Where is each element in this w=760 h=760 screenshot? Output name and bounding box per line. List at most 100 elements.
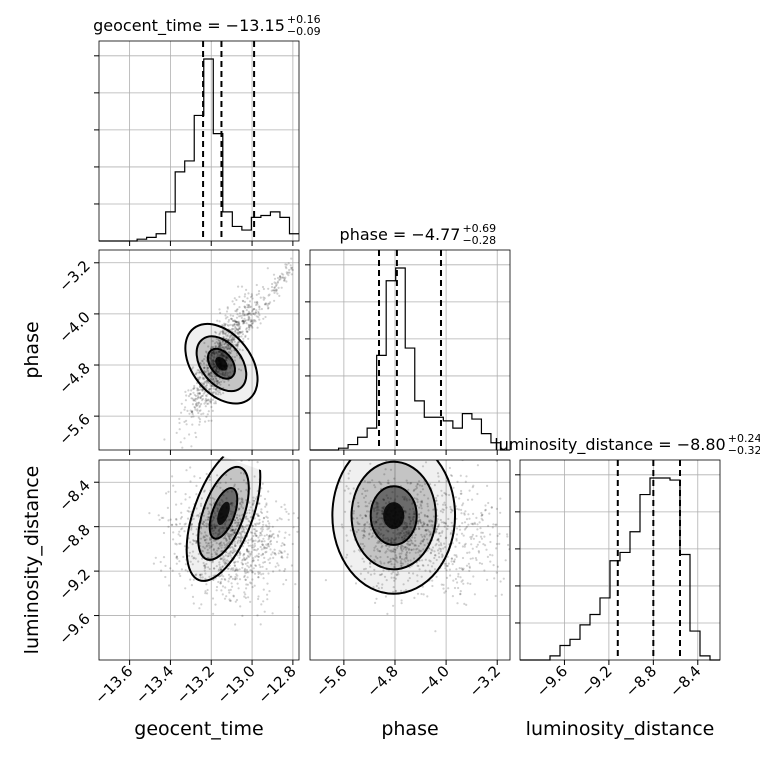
scatter-point xyxy=(215,589,218,592)
scatter-point xyxy=(465,518,469,521)
scatter-point xyxy=(213,523,216,526)
scatter-point xyxy=(403,537,406,540)
scatter-point xyxy=(263,497,267,501)
scatter-point xyxy=(387,482,390,485)
scatter-point xyxy=(228,537,231,541)
scatter-point xyxy=(450,508,453,511)
scatter-point xyxy=(421,559,424,562)
scatter-point xyxy=(175,518,178,521)
scatter-point xyxy=(417,527,421,530)
scatter-point xyxy=(283,543,286,546)
scatter-point xyxy=(390,563,393,566)
scatter-point xyxy=(259,565,262,569)
scatter-point xyxy=(247,319,250,322)
scatter-point xyxy=(230,529,233,532)
scatter-point xyxy=(255,309,258,312)
scatter-point xyxy=(206,551,209,555)
scatter-point xyxy=(271,525,274,528)
scatter-point xyxy=(217,339,221,342)
scatter-point xyxy=(184,522,187,525)
scatter-point xyxy=(266,593,269,596)
scatter-point xyxy=(517,551,519,553)
scatter-point xyxy=(159,560,162,564)
scatter-point xyxy=(184,406,187,409)
scatter-point xyxy=(224,372,227,375)
scatter-point xyxy=(199,573,202,576)
scatter-point xyxy=(344,510,347,513)
scatter-point xyxy=(218,320,221,323)
scatter-point xyxy=(399,555,402,559)
scatter-point xyxy=(224,322,227,326)
scatter-point xyxy=(267,535,270,538)
scatter-point xyxy=(455,537,458,541)
scatter-point xyxy=(192,387,195,390)
scatter-point xyxy=(207,373,211,376)
scatter-point xyxy=(195,493,198,496)
scatter-point xyxy=(234,309,237,313)
scatter-point xyxy=(224,527,228,530)
scatter-point xyxy=(406,540,410,543)
scatter-point xyxy=(275,500,278,503)
scatter-point xyxy=(261,482,264,485)
scatter-point xyxy=(220,544,223,547)
scatter-point xyxy=(207,366,210,369)
scatter-point xyxy=(180,411,183,414)
scatter-point xyxy=(210,346,213,349)
x-axis-label: luminosity_distance xyxy=(526,718,715,740)
scatter-point xyxy=(216,507,219,510)
histogram-step xyxy=(520,477,720,661)
scatter-point xyxy=(230,512,233,516)
scatter-point xyxy=(251,531,254,534)
scatter-point xyxy=(495,547,498,550)
scatter-point xyxy=(381,583,384,586)
scatter-point xyxy=(273,286,276,289)
scatter-point xyxy=(237,518,240,522)
scatter-point xyxy=(212,532,215,535)
scatter-point xyxy=(457,508,461,511)
scatter-point xyxy=(226,567,229,570)
scatter-point xyxy=(255,300,258,303)
scatter-point xyxy=(463,545,466,548)
scatter-point xyxy=(392,548,395,551)
scatter-point xyxy=(235,321,238,324)
scatter-point xyxy=(435,575,438,578)
scatter-point xyxy=(193,475,196,478)
scatter-point xyxy=(207,372,210,375)
scatter-point xyxy=(484,504,487,507)
scatter-point xyxy=(348,469,352,472)
scatter-point xyxy=(213,525,217,528)
scatter-point xyxy=(190,410,193,414)
scatter-point xyxy=(266,516,269,519)
scatter-point xyxy=(207,510,210,513)
scatter-point xyxy=(280,272,283,275)
y-tick-label: −9.2 xyxy=(55,565,93,603)
scatter-point xyxy=(216,553,219,556)
scatter-point xyxy=(169,567,172,570)
scatter-point xyxy=(180,511,183,514)
scatter-point xyxy=(221,372,224,375)
scatter-point xyxy=(227,357,230,360)
scatter-point xyxy=(348,500,351,503)
scatter-point xyxy=(479,535,483,538)
x-tick-label: −4.8 xyxy=(363,662,401,700)
scatter-point xyxy=(369,573,373,576)
scatter-point xyxy=(410,526,413,529)
scatter-point xyxy=(241,500,244,503)
scatter-point xyxy=(225,539,228,542)
scatter-point xyxy=(402,583,405,586)
scatter-point xyxy=(401,495,404,498)
scatter-point xyxy=(215,388,218,391)
scatter-point xyxy=(223,324,226,327)
scatter-point xyxy=(213,363,216,366)
scatter-point xyxy=(253,584,256,587)
scatter-point xyxy=(426,524,429,527)
scatter-point xyxy=(380,522,383,526)
scatter-point xyxy=(221,346,224,349)
scatter-point xyxy=(244,531,247,535)
scatter-point xyxy=(425,528,428,532)
scatter-point xyxy=(245,319,248,322)
scatter-point xyxy=(368,533,371,536)
scatter-point xyxy=(386,612,389,616)
scatter-point xyxy=(206,366,209,369)
scatter-point xyxy=(201,374,204,377)
